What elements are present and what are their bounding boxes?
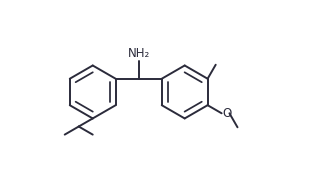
Text: O: O <box>223 107 232 120</box>
Text: NH₂: NH₂ <box>128 47 150 60</box>
